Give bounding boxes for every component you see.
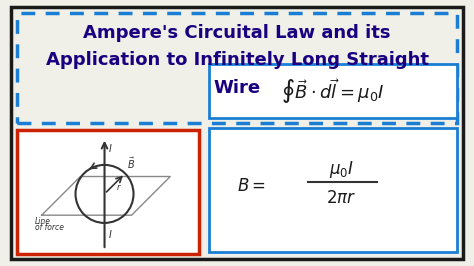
FancyBboxPatch shape (11, 7, 463, 259)
Text: I: I (109, 144, 111, 154)
FancyBboxPatch shape (209, 128, 456, 252)
FancyBboxPatch shape (18, 130, 199, 254)
Text: Ampere's Circuital Law and its: Ampere's Circuital Law and its (83, 24, 391, 42)
Text: I: I (109, 230, 111, 240)
Text: Application to Infinitely Long Straight: Application to Infinitely Long Straight (46, 52, 428, 69)
Text: $2\pi r$: $2\pi r$ (326, 189, 356, 207)
FancyBboxPatch shape (209, 64, 456, 118)
Text: r: r (117, 183, 120, 192)
Text: $B =$: $B =$ (237, 177, 266, 195)
Text: $\mu_0 I$: $\mu_0 I$ (329, 159, 354, 180)
Text: of force: of force (35, 223, 64, 232)
FancyBboxPatch shape (18, 13, 456, 123)
Text: Wire: Wire (213, 78, 261, 97)
Text: $\vec{B}$: $\vec{B}$ (127, 156, 135, 172)
Text: Line: Line (35, 217, 51, 226)
Text: $\oint \vec{B} \cdot d\vec{l} = \mu_0 I$: $\oint \vec{B} \cdot d\vec{l} = \mu_0 I$ (281, 77, 384, 106)
